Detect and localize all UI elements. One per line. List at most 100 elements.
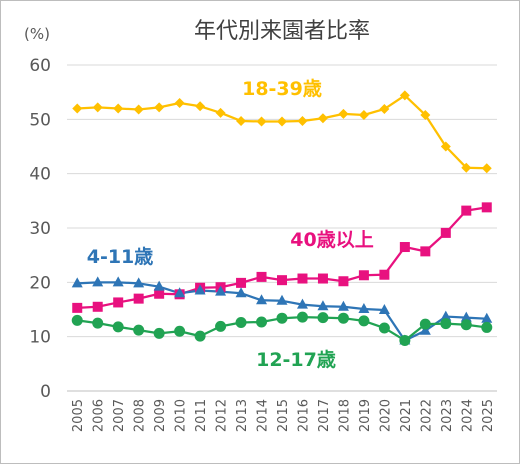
data-point-s0-2023 [440,141,451,152]
data-point-s0-2007 [113,103,124,114]
data-point-s2-2007 [112,276,124,287]
y-tick-label-30: 30 [29,219,51,239]
series-label-4-11: 4-11歳 [87,246,154,268]
data-point-s3-2009 [153,327,165,339]
x-axis-ticks: 2005 2006 2007 2008 2009 2010 2011 2012 2013 2014… [71,399,496,432]
data-point-s2-2015 [276,294,288,305]
series-label-18-39: 18-39歳 [242,78,322,100]
data-point-s3-2019 [358,315,370,327]
series-label-40-plus: 40歳以上 [290,229,373,251]
data-point-s1-2020 [379,269,390,280]
data-point-s3-2010 [174,325,186,337]
data-point-s2-2016 [296,298,308,309]
data-point-s3-2005 [71,314,83,326]
data-point-s3-2016 [296,311,308,323]
data-point-s2-2023 [440,310,452,321]
y-axis-unit-label: (%) [24,25,50,43]
data-point-s3-2024 [460,319,472,331]
x-tick-label-2023: 2023 [440,399,455,432]
data-point-s0-2019 [358,109,369,120]
data-point-s3-2012 [215,320,227,332]
data-point-s2-2025 [481,312,493,323]
x-tick-label-2010: 2010 [174,399,189,432]
data-point-s3-2011 [194,330,206,342]
data-point-s1-2024 [461,205,472,216]
data-point-s1-2022 [420,246,431,257]
data-point-s0-2015 [277,116,287,127]
data-point-s2-2022 [419,324,431,335]
data-point-s1-2008 [133,293,144,304]
x-tick-label-2024: 2024 [460,399,475,432]
data-point-s0-2013 [236,115,247,126]
data-point-s0-2018 [338,108,349,119]
x-tick-label-2017: 2017 [317,399,332,432]
data-point-s1-2009 [154,288,165,299]
y-tick-label-50: 50 [29,110,51,130]
data-point-s0-2024 [461,162,472,173]
data-point-s1-2014 [256,271,267,282]
data-point-s3-2014 [256,316,268,328]
data-point-s1-2025 [481,202,492,213]
data-point-s2-2020 [378,304,390,315]
data-point-s1-2006 [92,301,103,312]
data-point-s2-2010 [174,287,186,298]
data-point-s3-2021 [399,334,411,346]
x-tick-label-2008: 2008 [133,399,148,432]
data-point-s2-2024 [460,311,472,322]
x-tick-label-2007: 2007 [112,399,127,432]
data-point-s3-2013 [235,317,247,329]
data-point-s2-2011 [194,284,206,295]
data-point-s3-2007 [112,321,124,333]
data-point-s0-2025 [481,163,492,174]
grid-lines [67,64,497,392]
x-tick-label-2011: 2011 [194,399,209,432]
x-tick-label-2005: 2005 [71,399,86,432]
x-tick-label-2006: 2006 [92,399,107,432]
data-point-s3-2015 [276,312,288,324]
series-label-12-17: 12-17歳 [256,349,336,371]
data-point-s0-2017 [317,113,328,124]
x-tick-label-2014: 2014 [256,399,271,432]
data-point-s2-2008 [133,277,145,288]
data-point-s0-2020 [379,104,390,115]
data-point-s3-2008 [133,324,145,336]
data-point-s0-2012 [215,107,226,118]
x-tick-label-2018: 2018 [337,399,352,432]
y-tick-label-0: 0 [40,382,51,402]
data-point-s1-2019 [358,270,369,281]
x-tick-label-2025: 2025 [481,399,496,432]
data-point-s0-2014 [256,116,267,127]
data-point-s2-2014 [256,294,268,305]
data-point-s0-2011 [195,101,206,112]
data-point-s0-2021 [399,90,410,101]
y-tick-label-10: 10 [29,328,51,348]
x-tick-label-2016: 2016 [296,399,311,432]
data-point-s1-2016 [297,273,308,284]
data-point-s1-2007 [113,297,124,308]
y-axis-ticks: 0 10 20 30 40 50 60 [29,56,51,402]
data-point-s2-2005 [71,277,83,288]
data-point-s2-2017 [317,300,329,311]
x-tick-label-2012: 2012 [215,399,230,432]
chart-title: 年代別来園者比率 [194,19,370,44]
data-point-s2-2019 [358,302,370,313]
x-tick-label-2015: 2015 [276,399,291,432]
data-point-s1-2017 [317,273,328,284]
data-point-s0-2008 [133,104,144,115]
data-point-s3-2025 [481,321,493,333]
data-point-s0-2010 [174,98,185,109]
data-point-s3-2006 [92,317,104,329]
data-point-s1-2015 [277,275,287,286]
data-point-s1-2018 [338,276,349,287]
data-point-s3-2023 [440,318,452,330]
data-point-s0-2022 [420,109,431,120]
data-point-s1-2021 [399,242,410,253]
data-point-s1-2013 [236,277,247,288]
x-tick-label-2013: 2013 [235,399,250,432]
data-point-s3-2020 [378,322,390,334]
data-point-s2-2018 [337,300,349,311]
x-tick-label-2022: 2022 [419,399,434,432]
data-point-s2-2009 [153,280,165,291]
x-tick-label-2021: 2021 [399,399,414,432]
